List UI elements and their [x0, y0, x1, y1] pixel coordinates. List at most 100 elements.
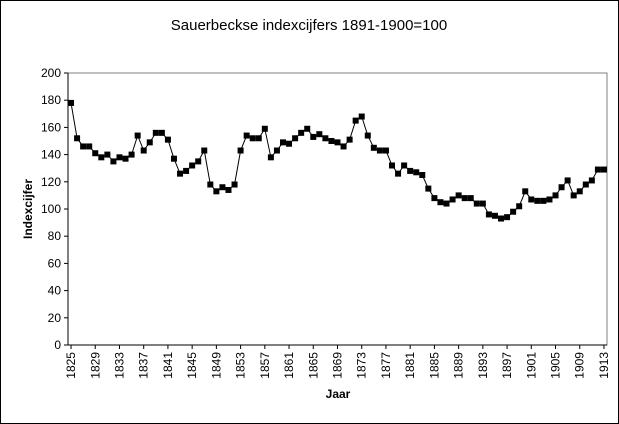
- point-marker: [243, 132, 250, 139]
- point-marker: [401, 162, 408, 169]
- point-marker: [170, 155, 177, 162]
- point-marker: [152, 129, 159, 136]
- point-marker: [522, 188, 529, 195]
- x-tick-label: 1849: [209, 352, 223, 379]
- point-marker: [334, 139, 341, 146]
- x-tick-label: 1901: [524, 352, 538, 379]
- y-tick-label: 60: [48, 256, 62, 270]
- point-marker: [413, 169, 420, 176]
- point-marker: [237, 147, 244, 154]
- x-tick-label: 1909: [573, 352, 587, 379]
- point-marker: [389, 162, 396, 169]
- point-marker: [183, 167, 190, 174]
- point-marker: [74, 135, 81, 142]
- point-marker: [286, 140, 293, 147]
- x-tick-label: 1833: [112, 352, 126, 379]
- point-marker: [86, 143, 93, 150]
- x-tick-label: 1869: [331, 352, 345, 379]
- x-tick-label: 1865: [306, 352, 320, 379]
- point-marker: [189, 162, 196, 169]
- point-marker: [534, 197, 541, 204]
- point-marker: [576, 188, 583, 195]
- point-marker: [546, 196, 553, 203]
- point-marker: [80, 143, 87, 150]
- point-marker: [273, 147, 280, 154]
- point-marker: [395, 170, 402, 177]
- point-marker: [382, 147, 389, 154]
- y-tick-label: 80: [48, 229, 62, 243]
- point-marker: [116, 154, 123, 161]
- point-marker: [328, 138, 335, 144]
- point-marker: [479, 200, 486, 207]
- point-marker: [207, 181, 214, 188]
- point-marker: [540, 197, 547, 204]
- point-marker: [128, 151, 135, 158]
- point-marker: [310, 133, 317, 140]
- point-marker: [219, 184, 226, 191]
- point-marker: [431, 195, 438, 202]
- x-tick-label: 1873: [355, 352, 369, 379]
- point-marker: [68, 99, 75, 106]
- x-tick-label: 1881: [403, 352, 417, 379]
- point-marker: [158, 129, 165, 136]
- point-marker: [528, 196, 535, 203]
- point-marker: [491, 212, 498, 219]
- point-marker: [370, 144, 377, 151]
- point-marker: [443, 200, 450, 207]
- point-marker: [564, 177, 571, 184]
- point-marker: [316, 131, 323, 138]
- point-marker: [249, 135, 256, 142]
- point-marker: [582, 181, 589, 188]
- point-marker: [146, 139, 153, 146]
- y-tick-label: 100: [41, 202, 61, 216]
- point-marker: [304, 125, 311, 132]
- x-tick-label: 1861: [282, 352, 296, 379]
- y-tick-label: 120: [41, 175, 61, 189]
- y-tick-label: 40: [48, 284, 62, 298]
- x-tick-label: 1893: [476, 352, 490, 379]
- x-tick-label: 1857: [258, 352, 272, 379]
- point-marker: [594, 166, 601, 173]
- y-tick-label: 180: [41, 93, 61, 107]
- x-tick-label: 1913: [597, 352, 611, 379]
- x-tick-label: 1829: [88, 352, 102, 379]
- point-marker: [352, 117, 359, 124]
- x-tick-label: 1841: [161, 352, 175, 379]
- x-axis-title: Jaar: [326, 387, 351, 401]
- point-marker: [279, 139, 286, 146]
- x-tick-label: 1877: [379, 352, 393, 379]
- point-marker: [346, 136, 353, 143]
- point-marker: [516, 203, 523, 210]
- point-marker: [510, 208, 517, 215]
- point-marker: [177, 170, 184, 177]
- point-marker: [449, 196, 456, 203]
- plot-area: [67, 72, 608, 346]
- point-marker: [558, 184, 565, 191]
- point-marker: [419, 172, 426, 178]
- x-tick-label: 1853: [234, 352, 248, 379]
- point-marker: [201, 147, 208, 154]
- x-tick-label: 1889: [452, 352, 466, 379]
- point-marker: [600, 166, 607, 173]
- y-tick-label: 140: [41, 148, 61, 162]
- point-marker: [110, 158, 117, 165]
- y-tick-label: 160: [41, 120, 61, 134]
- point-marker: [437, 199, 444, 206]
- point-marker: [255, 135, 262, 142]
- point-marker: [104, 151, 111, 158]
- point-marker: [552, 192, 559, 199]
- y-tick-label: 200: [41, 66, 61, 80]
- point-marker: [213, 188, 220, 195]
- point-marker: [292, 135, 299, 142]
- point-marker: [407, 167, 414, 174]
- y-tick-label: 20: [48, 311, 62, 325]
- point-marker: [340, 143, 347, 150]
- point-marker: [588, 177, 595, 184]
- point-marker: [140, 147, 147, 154]
- x-tick-label: 1845: [185, 352, 199, 379]
- point-marker: [364, 132, 371, 139]
- point-marker: [461, 195, 468, 202]
- y-axis-title: Indexcijfer: [21, 179, 35, 239]
- point-marker: [322, 135, 329, 142]
- x-tick-label: 1885: [427, 352, 441, 379]
